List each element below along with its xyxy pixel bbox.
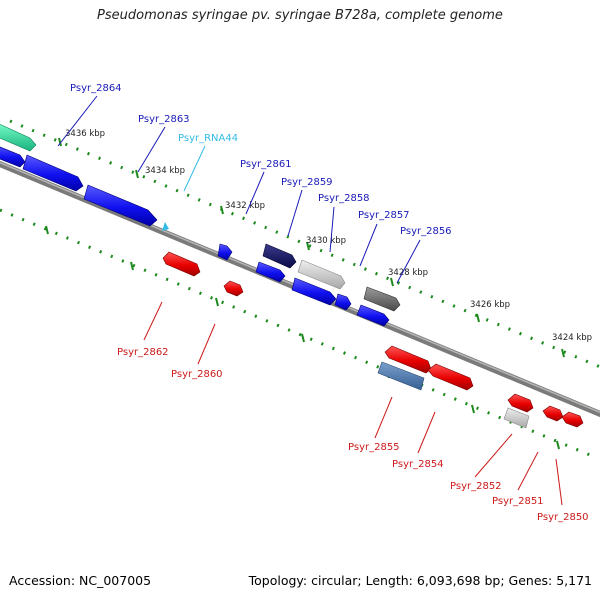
- gene-label-psyr-rna44[interactable]: Psyr_RNA44: [178, 133, 238, 144]
- leader-psyr-2851: [517, 451, 539, 491]
- leader-psyr-2852: [474, 433, 513, 478]
- leader-psyr-2862: [143, 301, 163, 341]
- gene-label-psyr-2862[interactable]: Psyr_2862: [117, 347, 169, 358]
- major-tick: [135, 169, 139, 179]
- gene-arrow-psyr-2856-gray[interactable]: [363, 286, 401, 312]
- major-tick: [215, 297, 219, 307]
- major-tick: [306, 241, 310, 251]
- gene-arrow-psyr-2858[interactable]: [255, 261, 286, 283]
- gene-arrow-psyr-2852-gray[interactable]: [503, 407, 530, 429]
- gene-label-psyr-2860[interactable]: Psyr_2860: [171, 369, 223, 380]
- leader-psyr-2860: [197, 323, 216, 365]
- gene-label-psyr-2859[interactable]: Psyr_2859: [281, 177, 333, 188]
- gene-arrow-psyr-2850[interactable]: [561, 411, 584, 428]
- gene-label-psyr-2857[interactable]: Psyr_2857: [358, 210, 410, 221]
- leader-psyr-2857: [359, 223, 378, 267]
- leader-psyr-2858: [329, 206, 335, 253]
- gene-arrow-psyr-2861[interactable]: [83, 184, 158, 227]
- gene-label-psyr-2852[interactable]: Psyr_2852: [450, 481, 502, 492]
- major-tick: [561, 348, 565, 358]
- gene-label-psyr-2863[interactable]: Psyr_2863: [138, 114, 190, 125]
- gene-label-psyr-2855[interactable]: Psyr_2855: [348, 442, 400, 453]
- leader-psyr-2855: [374, 396, 393, 439]
- map-title: Pseudomonas syringae pv. syringae B728a,…: [97, 8, 503, 23]
- gene-arrow-psyr-2857-gray[interactable]: [297, 259, 346, 290]
- major-tick: [45, 225, 49, 235]
- genome-summary-text: Topology: circular; Length: 6,093,698 bp…: [248, 573, 592, 588]
- ruler-label-3434: 3434 kbp: [145, 166, 185, 176]
- gene-label-psyr-2851[interactable]: Psyr_2851: [492, 496, 544, 507]
- upper-tick-line: [9, 119, 600, 369]
- ruler-label-3424: 3424 kbp: [552, 333, 592, 343]
- leader-psyr-2859: [287, 189, 303, 237]
- lower-tick-line: [0, 208, 591, 457]
- upper-tick-row: [9, 119, 600, 369]
- gene-arrow-psyr-2858-dark[interactable]: [262, 243, 297, 269]
- major-tick: [220, 205, 224, 215]
- gene-label-psyr-2864[interactable]: Psyr_2864: [70, 83, 122, 94]
- leader-psyr-2864: [57, 95, 98, 147]
- major-tick: [130, 261, 134, 271]
- gene-arrow-psyr-rna44[interactable]: [162, 222, 169, 231]
- leader-psyr-rna44: [183, 145, 206, 192]
- ruler-label-3430: 3430 kbp: [306, 236, 346, 246]
- major-tick: [301, 333, 305, 343]
- gene-arrow-psyr-2856[interactable]: [356, 304, 390, 327]
- ruler-label-3432: 3432 kbp: [225, 201, 265, 211]
- gene-arrow-psyr-2851[interactable]: [542, 405, 564, 422]
- ruler-label-3426: 3426 kbp: [470, 300, 510, 310]
- gene-arrow-teal[interactable]: [0, 122, 37, 152]
- gene-arrow-psyr-2857[interactable]: [291, 277, 337, 306]
- leader-psyr-2861: [245, 171, 265, 215]
- forward-gene-track: [0, 122, 401, 327]
- gene-arrow-psyr-2860[interactable]: [223, 280, 244, 297]
- leader-psyr-2854: [417, 411, 436, 454]
- gene-arrow-psyr-2854[interactable]: [427, 363, 474, 391]
- major-tick: [476, 313, 480, 323]
- major-tick: [556, 440, 560, 450]
- gene-arrow-small-blue[interactable]: [334, 293, 352, 311]
- gene-arrow-psyr-2859[interactable]: [217, 243, 233, 261]
- gene-label-psyr-2850[interactable]: Psyr_2850: [537, 512, 589, 523]
- leader-psyr-2863: [137, 126, 166, 173]
- leader-psyr-2850: [555, 458, 563, 506]
- gene-arrow-psyr-2855-steel[interactable]: [377, 361, 425, 391]
- gene-label-psyr-2858[interactable]: Psyr_2858: [318, 193, 370, 204]
- lower-tick-row: [0, 208, 591, 457]
- major-tick: [390, 277, 394, 287]
- gene-arrow-psyr-2855[interactable]: [384, 345, 432, 374]
- gene-arrow-left-edge[interactable]: [0, 145, 26, 168]
- label-leaders: [57, 95, 563, 506]
- gene-label-psyr-2856[interactable]: Psyr_2856: [400, 226, 452, 237]
- ruler-label-3428: 3428 kbp: [388, 268, 428, 278]
- reverse-gene-track: [162, 251, 584, 429]
- major-tick: [58, 137, 62, 147]
- leader-psyr-2856: [396, 239, 421, 284]
- accession-text: Accession: NC_007005: [9, 573, 152, 588]
- gene-label-psyr-2861[interactable]: Psyr_2861: [240, 159, 292, 170]
- gene-arrow-psyr-2852[interactable]: [507, 393, 534, 413]
- gene-label-psyr-2854[interactable]: Psyr_2854: [392, 459, 444, 470]
- gene-arrow-psyr-2862[interactable]: [162, 251, 201, 277]
- major-tick: [471, 404, 475, 414]
- gene-arrow-psyr-2863[interactable]: [22, 154, 84, 192]
- ruler-label-3436: 3436 kbp: [65, 129, 105, 139]
